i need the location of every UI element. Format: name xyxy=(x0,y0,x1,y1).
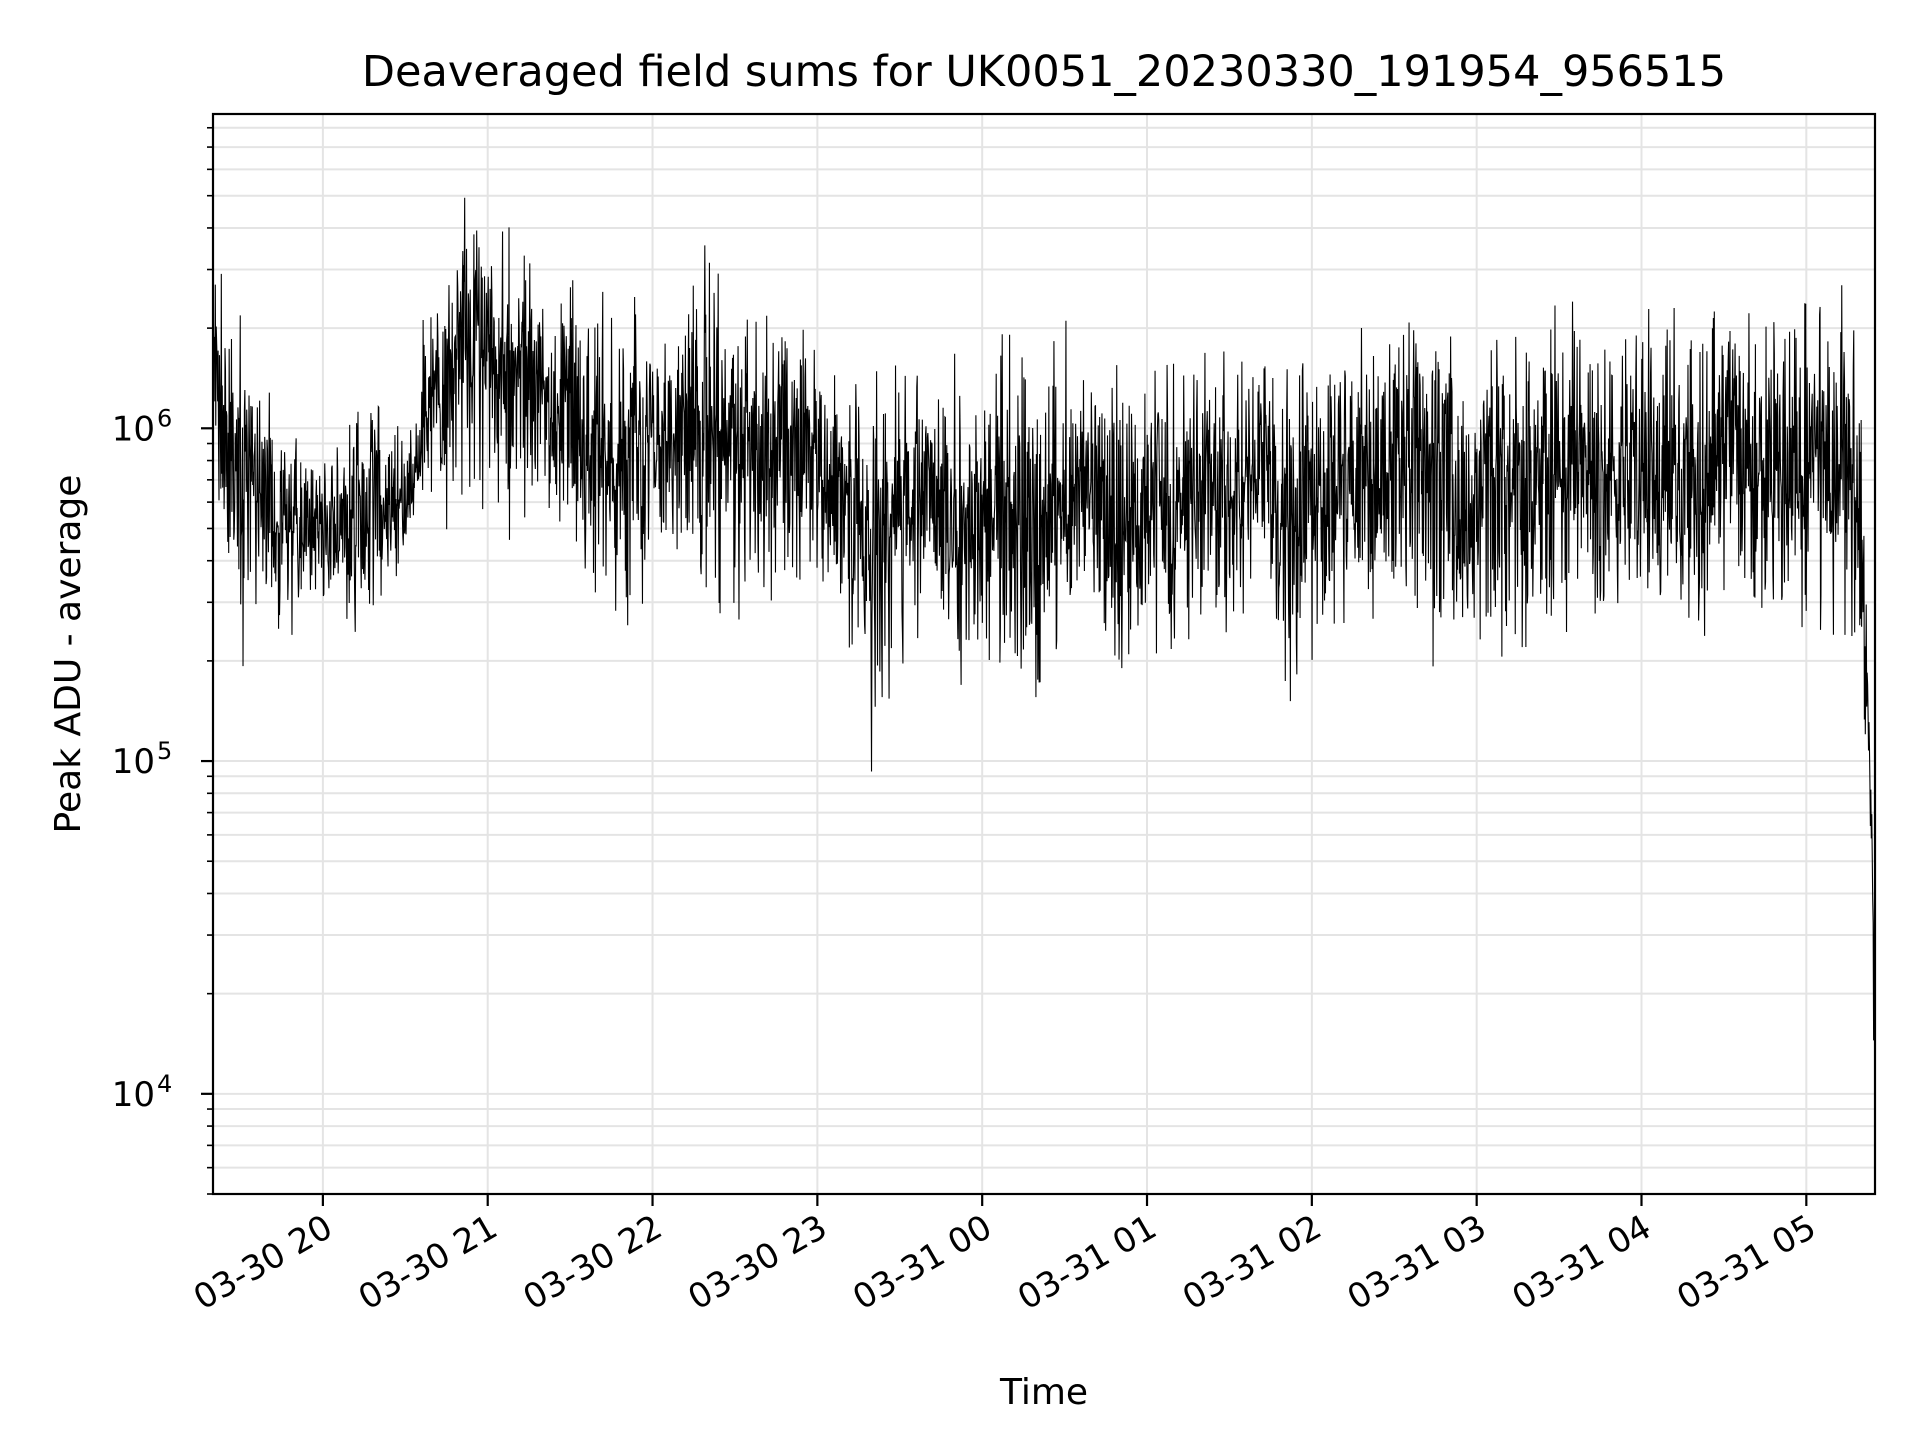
y-axis-label: Peak ADU - average xyxy=(48,475,89,834)
y-tick-exponent: 4 xyxy=(157,1070,172,1098)
y-tick-exponent: 6 xyxy=(157,404,172,432)
plot-frame xyxy=(211,112,1877,1196)
x-axis-label: Time xyxy=(999,1372,1088,1413)
y-tick-exponent: 5 xyxy=(157,737,172,765)
series-line xyxy=(212,197,1876,1041)
data-series xyxy=(212,197,1876,1041)
chart-title: Deaveraged field sums for UK0051_2023033… xyxy=(362,47,1726,97)
y-tick-label: 10 xyxy=(112,409,155,449)
y-tick-label: 10 xyxy=(112,1075,155,1115)
y-tick-label: 10 xyxy=(112,742,155,782)
